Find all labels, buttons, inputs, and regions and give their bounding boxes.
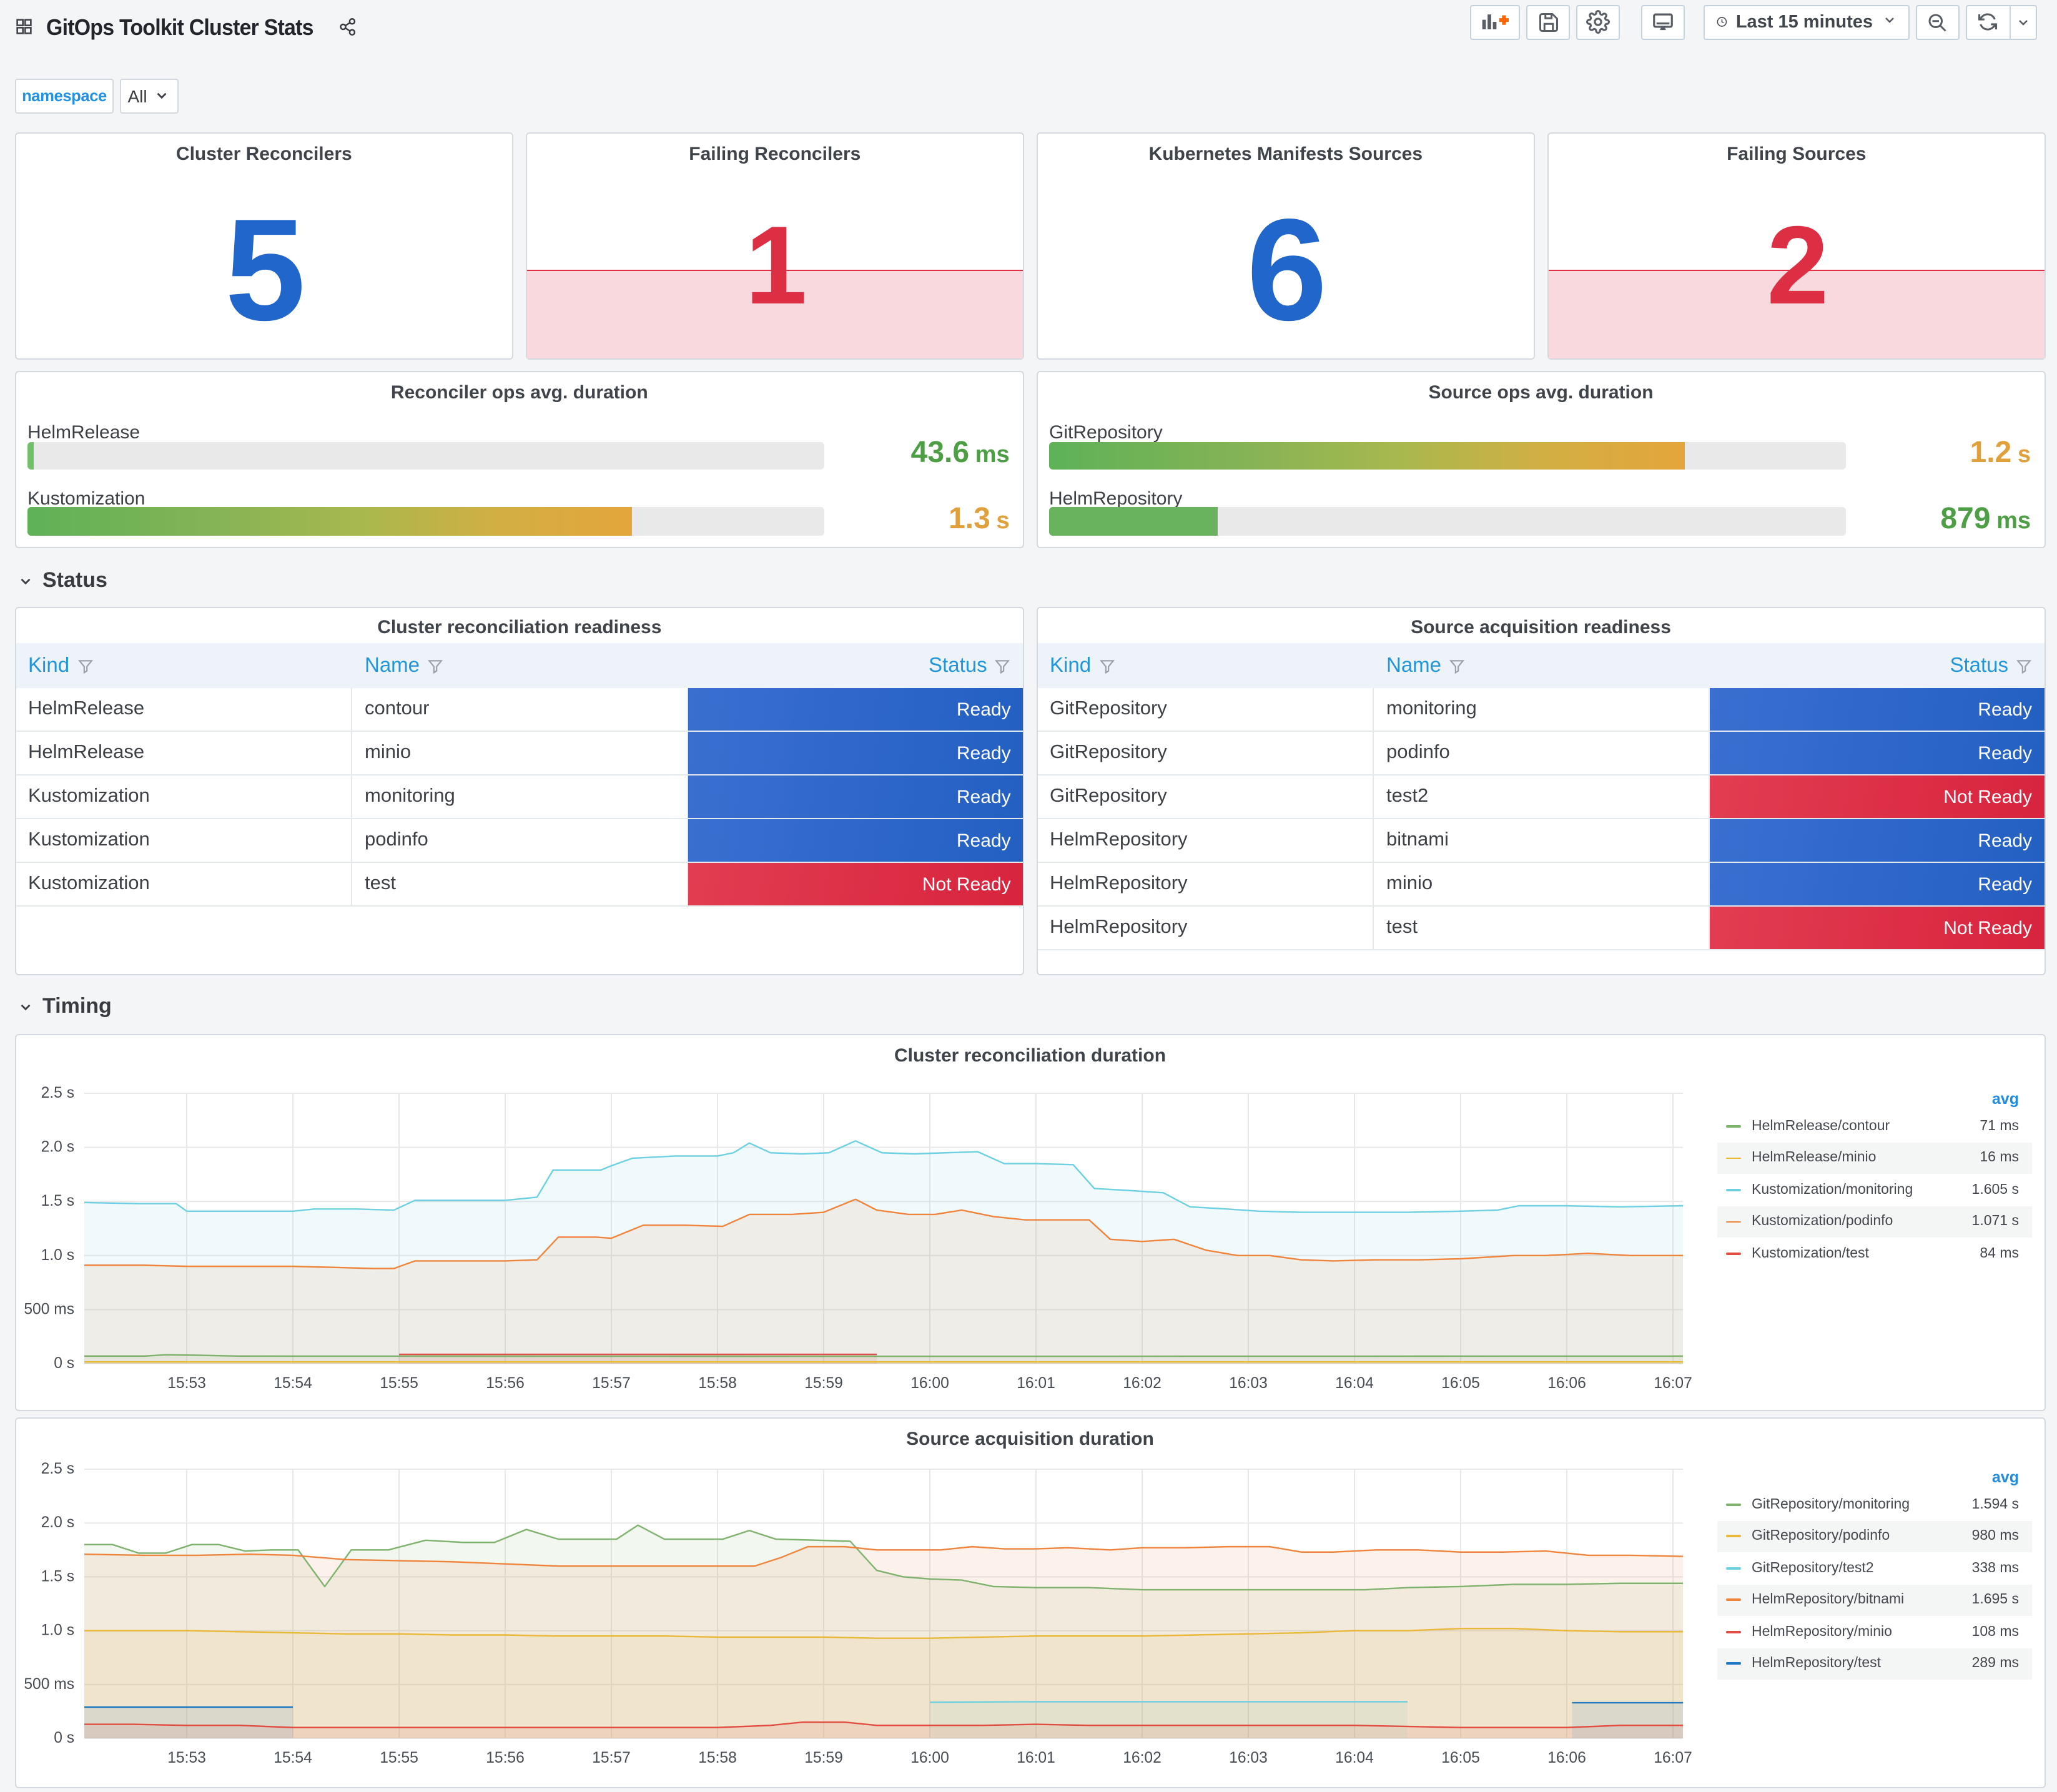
svg-text:16:01: 16:01 (1016, 1750, 1055, 1766)
svg-text:15:58: 15:58 (698, 1375, 736, 1392)
svg-text:15:59: 15:59 (804, 1750, 842, 1766)
svg-text:15:56: 15:56 (485, 1375, 524, 1392)
svg-text:15:56: 15:56 (485, 1750, 524, 1766)
svg-text:16:02: 16:02 (1122, 1375, 1161, 1392)
svg-text:15:54: 15:54 (273, 1750, 312, 1766)
svg-text:16:00: 16:00 (910, 1375, 949, 1392)
svg-text:15:57: 15:57 (591, 1750, 630, 1766)
svg-text:2.5 s: 2.5 s (41, 1460, 74, 1477)
svg-text:1.0 s: 1.0 s (41, 1622, 74, 1639)
svg-text:2.0 s: 2.0 s (41, 1139, 74, 1156)
svg-text:16:00: 16:00 (910, 1750, 949, 1766)
svg-text:15:58: 15:58 (698, 1750, 736, 1766)
svg-text:1.0 s: 1.0 s (41, 1247, 74, 1264)
svg-text:15:53: 15:53 (167, 1375, 205, 1392)
svg-text:2.5 s: 2.5 s (41, 1085, 74, 1101)
svg-text:0 s: 0 s (53, 1730, 74, 1746)
svg-text:16:07: 16:07 (1653, 1375, 1692, 1392)
svg-text:2.0 s: 2.0 s (41, 1514, 74, 1531)
svg-text:16:03: 16:03 (1228, 1750, 1267, 1766)
svg-text:15:55: 15:55 (379, 1750, 418, 1766)
svg-text:16:04: 16:04 (1334, 1750, 1373, 1766)
svg-text:16:04: 16:04 (1334, 1375, 1373, 1392)
svg-text:0 s: 0 s (53, 1355, 74, 1372)
svg-text:1.5 s: 1.5 s (41, 1568, 74, 1585)
svg-text:1.5 s: 1.5 s (41, 1193, 74, 1209)
svg-text:15:54: 15:54 (273, 1375, 312, 1392)
svg-text:15:59: 15:59 (804, 1375, 842, 1392)
svg-text:16:05: 16:05 (1441, 1375, 1479, 1392)
svg-text:500 ms: 500 ms (23, 1676, 74, 1693)
svg-text:16:03: 16:03 (1228, 1375, 1267, 1392)
svg-text:15:55: 15:55 (379, 1375, 418, 1392)
svg-text:15:53: 15:53 (167, 1750, 205, 1766)
svg-text:16:07: 16:07 (1653, 1750, 1692, 1766)
svg-text:15:57: 15:57 (591, 1375, 630, 1392)
svg-text:16:05: 16:05 (1441, 1750, 1479, 1766)
svg-text:500 ms: 500 ms (23, 1301, 74, 1317)
svg-text:16:06: 16:06 (1547, 1375, 1586, 1392)
svg-text:16:01: 16:01 (1016, 1375, 1055, 1392)
svg-text:16:06: 16:06 (1547, 1750, 1586, 1766)
svg-text:16:02: 16:02 (1122, 1750, 1161, 1766)
